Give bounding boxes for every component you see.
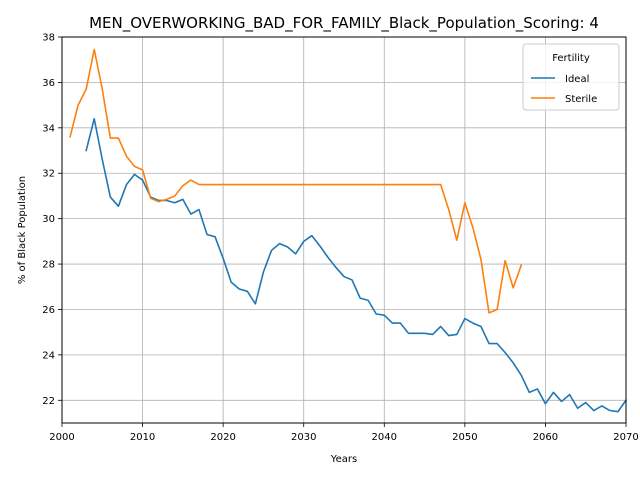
series-lines (69, 48, 628, 413)
series-line-sterile (69, 48, 523, 314)
legend-box (522, 43, 620, 111)
y-tick-label: 38 (42, 33, 55, 44)
x-tick-label: 2060 (533, 432, 558, 443)
legend: Fertility Ideal Sterile (522, 43, 620, 111)
x-tick-label: 2020 (210, 432, 235, 443)
x-axis-label: Years (330, 454, 357, 465)
y-tick-label: 36 (42, 78, 55, 89)
y-tick-label: 30 (42, 214, 55, 225)
series-line-ideal (85, 117, 628, 413)
legend-title: Fertility (552, 53, 590, 64)
y-tick-label: 32 (42, 169, 55, 180)
axis-ticks: 2000 2010 2020 2030 2040 2050 2060 2070 22 24 26 28… (42, 33, 638, 444)
x-tick-label: 2040 (372, 432, 397, 443)
y-tick-label: 28 (42, 260, 55, 271)
y-tick-label: 22 (42, 396, 55, 407)
x-tick-label: 2010 (130, 432, 155, 443)
y-tick-label: 34 (42, 123, 55, 134)
y-axis-label: % of Black Population (17, 176, 28, 284)
x-tick-label: 2030 (291, 432, 316, 443)
x-tick-label: 2050 (452, 432, 477, 443)
legend-label-ideal: Ideal (565, 74, 589, 85)
x-tick-label: 2070 (613, 432, 638, 443)
y-tick-label: 24 (42, 350, 55, 361)
chart-title: MEN_OVERWORKING_BAD_FOR_FAMILY_Black_Pop… (89, 14, 599, 33)
plot-area-frame (61, 36, 627, 424)
legend-label-sterile: Sterile (565, 94, 597, 105)
x-tick-label: 2000 (49, 432, 74, 443)
y-tick-label: 26 (42, 305, 55, 316)
